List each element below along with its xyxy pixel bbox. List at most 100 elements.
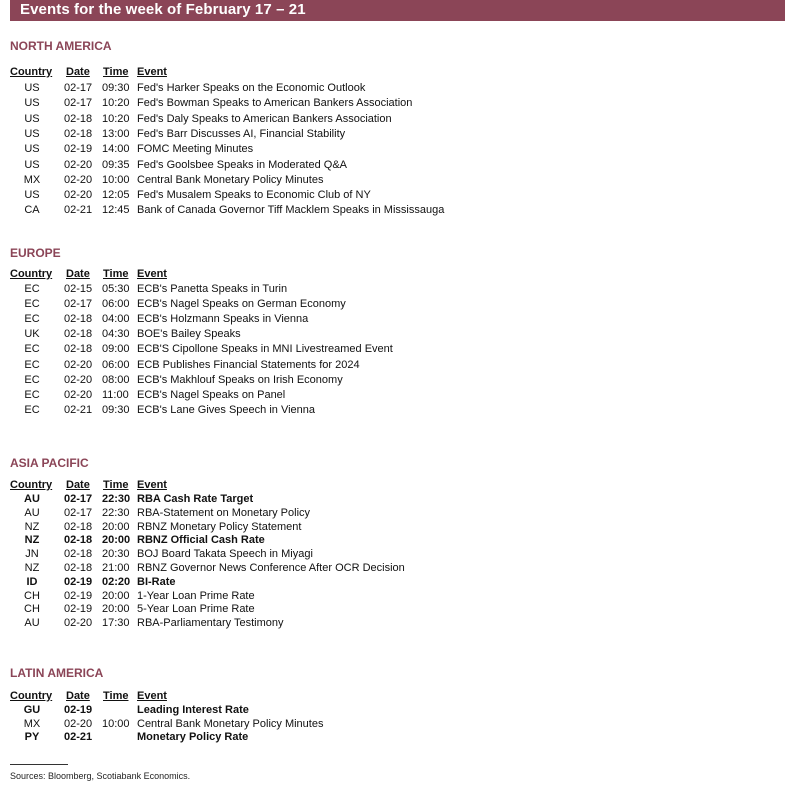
cell-date: 02-17 [64, 82, 93, 94]
cell-event: RBNZ Official Cash Rate [137, 534, 265, 547]
cell-time: 08:00 [102, 373, 130, 386]
cell-country: EC [24, 358, 40, 371]
cell-event: RBNZ Monetary Policy Statement [137, 520, 302, 533]
cell-country: CH [24, 589, 40, 602]
cell-event: RBA-Statement on Monetary Policy [137, 506, 311, 519]
cell-time: 10:20 [102, 97, 130, 110]
cell-time: 20:00 [102, 534, 131, 547]
cell-event: Central Bank Monetary Policy Minutes [137, 173, 324, 186]
cell-date: 02-15 [64, 283, 93, 295]
cell-country: EC [24, 313, 40, 326]
cell-country: US [24, 143, 40, 156]
cell-date: 02-21 [64, 403, 93, 416]
column-header-time: Time [103, 66, 129, 78]
cell-country: UK [24, 328, 40, 341]
cell-event: RBA Cash Rate Target [137, 493, 254, 505]
cell-time: 06:00 [102, 358, 130, 371]
cell-date: 02-17 [64, 493, 93, 505]
column-header-event: Event [137, 690, 167, 702]
cell-country: GU [23, 704, 41, 716]
cell-event: BI-Rate [137, 575, 176, 588]
cell-country: US [24, 158, 40, 171]
column-header-date: Date [66, 479, 90, 491]
cell-event: Fed's Daly Speaks to American Bankers As… [137, 112, 392, 125]
cell-time: 02:20 [102, 575, 131, 588]
cell-time: 10:20 [102, 112, 130, 125]
cell-country: US [24, 82, 40, 94]
cell-event: ECB's Lane Gives Speech in Vienna [137, 403, 316, 416]
cell-time: 04:30 [102, 328, 130, 341]
cell-country: US [24, 127, 40, 140]
cell-event: Leading Interest Rate [137, 704, 249, 716]
cell-country: AU [24, 617, 40, 630]
cell-time: 12:45 [102, 204, 130, 217]
footnote-divider [10, 764, 68, 765]
cell-event: Fed's Goolsbee Speaks in Moderated Q&A [137, 158, 347, 171]
cell-date: 02-18 [64, 343, 93, 356]
cell-date: 02-20 [64, 373, 93, 386]
column-header-country: Country [10, 268, 53, 280]
cell-event: ECB's Nagel Speaks on Panel [137, 388, 286, 401]
cell-country: EC [24, 388, 40, 401]
title-bar: Events for the week of February 17 – 21 [10, 0, 785, 21]
column-header-date: Date [66, 268, 90, 280]
cell-time: 20:00 [102, 520, 130, 533]
region-heading: EUROPE [10, 246, 61, 260]
cell-country: MX [23, 173, 41, 186]
cell-time: 11:00 [102, 388, 129, 401]
cell-event: Central Bank Monetary Policy Minutes [137, 717, 324, 730]
cell-time: 10:00 [102, 717, 130, 730]
cell-date: 02-18 [64, 313, 93, 326]
cell-event: FOMC Meeting Minutes [137, 143, 254, 156]
cell-event: Monetary Policy Rate [137, 731, 249, 744]
cell-date: 02-20 [64, 617, 93, 630]
cell-country: EC [24, 403, 40, 416]
cell-date: 02-18 [64, 562, 93, 574]
cell-country: CH [24, 603, 40, 616]
cell-event: ECB Publishes Financial Statements for 2… [137, 358, 360, 371]
cell-country: MX [23, 717, 41, 730]
cell-date: 02-20 [64, 388, 93, 401]
cell-event: RBNZ Governor News Conference After OCR … [137, 562, 405, 574]
cell-country: EC [24, 373, 40, 386]
cell-time: 21:00 [102, 562, 130, 574]
cell-time: 14:00 [102, 143, 130, 156]
column-header-time: Time [103, 479, 129, 491]
cell-time: 06:00 [102, 298, 130, 311]
column-header-date: Date [66, 66, 90, 78]
cell-time: 20:00 [102, 603, 130, 616]
cell-date: 02-17 [64, 506, 93, 519]
region-heading: NORTH AMERICA [10, 39, 112, 53]
cell-date: 02-21 [64, 731, 93, 744]
cell-event: 1-Year Loan Prime Rate [137, 589, 255, 602]
cell-time: 13:00 [102, 127, 130, 140]
cell-date: 02-17 [64, 298, 93, 311]
cell-country: ID [26, 575, 38, 588]
column-header-date: Date [66, 690, 90, 702]
column-header-event: Event [137, 479, 167, 491]
cell-country: EC [24, 343, 40, 356]
cell-country: AU [24, 506, 40, 519]
cell-country: NZ [24, 562, 40, 574]
cell-event: Fed's Harker Speaks on the Economic Outl… [137, 82, 366, 94]
cell-country: JN [25, 548, 39, 561]
cell-date: 02-18 [64, 328, 93, 341]
cell-event: ECB's Holzmann Speaks in Vienna [137, 313, 309, 326]
region-heading: ASIA PACIFIC [10, 456, 89, 470]
cell-country: US [24, 112, 40, 125]
cell-event: BOJ Board Takata Speech in Miyagi [137, 548, 313, 561]
cell-time: 20:00 [102, 589, 130, 602]
cell-date: 02-17 [64, 97, 93, 110]
cell-country: NZ [24, 520, 40, 533]
cell-date: 02-20 [64, 358, 93, 371]
cell-event: Fed's Bowman Speaks to American Bankers … [137, 97, 413, 110]
cell-date: 02-18 [64, 548, 93, 561]
column-header-country: Country [10, 479, 53, 491]
cell-date: 02-19 [64, 143, 93, 156]
column-header-event: Event [137, 66, 167, 78]
column-header-country: Country [10, 690, 53, 702]
cell-time: 09:30 [102, 82, 130, 94]
cell-time: 09:30 [102, 403, 130, 416]
cell-date: 02-18 [64, 534, 93, 547]
cell-country: AU [24, 493, 40, 505]
